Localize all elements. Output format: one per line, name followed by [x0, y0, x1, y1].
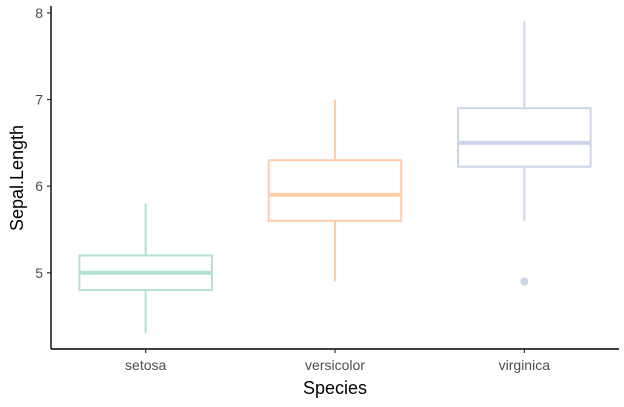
y-tick-label-5: 5	[35, 265, 43, 281]
x-tick-label-versicolor: versicolor	[305, 357, 365, 373]
outlier-point-virginica-0	[520, 277, 529, 286]
y-axis-ticks: 5 6 7 8	[35, 5, 51, 281]
box-group-virginica	[457, 21, 592, 286]
box-group-versicolor	[267, 99, 403, 282]
x-tick-label-virginica: virginica	[499, 357, 551, 373]
x-tick-label-setosa: setosa	[125, 357, 166, 373]
box-versicolor	[267, 159, 403, 222]
y-axis-title: Sepal.Length	[7, 125, 27, 231]
box-group-setosa	[78, 203, 213, 334]
y-tick-label-7: 7	[35, 92, 43, 108]
y-tick-label-6: 6	[35, 178, 43, 194]
box-virginica	[457, 107, 592, 168]
x-axis-ticks: setosa versicolor virginica	[125, 349, 550, 373]
y-tick-label-8: 8	[35, 5, 43, 21]
x-axis-title: Species	[303, 378, 367, 398]
plot-marks	[78, 21, 592, 334]
